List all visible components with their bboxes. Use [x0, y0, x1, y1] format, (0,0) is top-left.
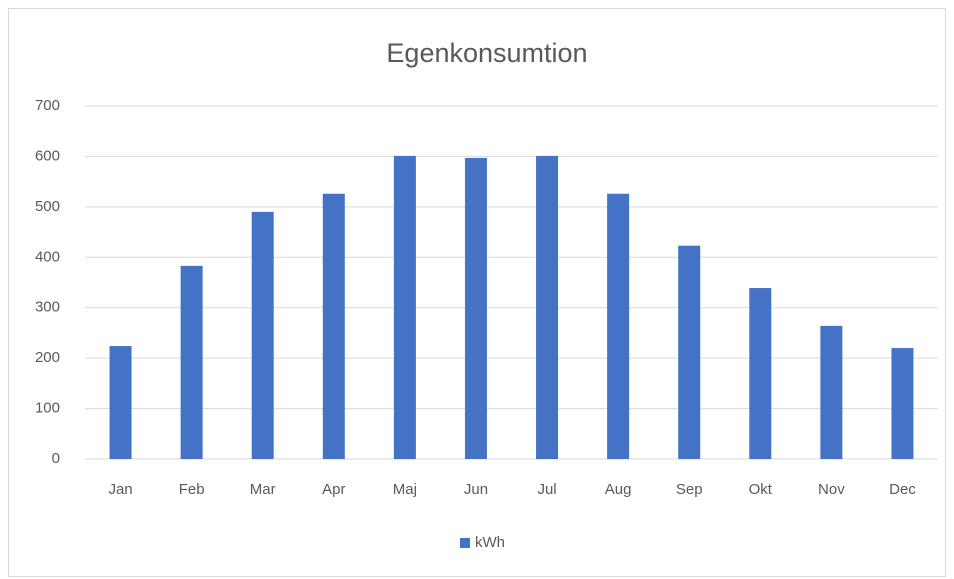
bar	[820, 325, 843, 459]
bar	[464, 157, 487, 460]
x-tick-label: Dec	[889, 481, 916, 498]
legend-swatch	[460, 538, 470, 548]
bar	[322, 193, 345, 459]
bar	[251, 211, 274, 459]
x-tick-label: Jun	[464, 481, 488, 498]
bar	[607, 193, 630, 459]
bar	[180, 265, 203, 459]
y-tick-label: 300	[35, 299, 60, 316]
x-tick-label: Feb	[179, 481, 205, 498]
bar	[109, 346, 132, 459]
bar	[891, 348, 914, 459]
x-tick-label: Sep	[676, 481, 703, 498]
y-tick-label: 500	[35, 198, 60, 215]
x-tick-label: Jan	[108, 481, 132, 498]
chart-title: Egenkonsumtion	[386, 38, 587, 68]
x-tick-label: Mar	[250, 481, 276, 498]
bar	[749, 288, 772, 459]
x-tick-label: Aug	[605, 481, 632, 498]
y-tick-label: 700	[35, 97, 60, 114]
y-tick-label: 0	[52, 450, 60, 467]
x-tick-label: Apr	[322, 481, 345, 498]
y-tick-label: 400	[35, 248, 60, 265]
x-tick-label: Nov	[818, 481, 845, 498]
bar	[536, 155, 559, 459]
bar	[393, 155, 416, 459]
y-tick-label: 600	[35, 147, 60, 164]
y-tick-label: 200	[35, 349, 60, 366]
x-tick-label: Maj	[393, 481, 417, 498]
bar	[678, 245, 701, 459]
x-tick-label: Okt	[749, 481, 773, 498]
x-tick-label: Jul	[537, 481, 556, 498]
legend-label: kWh	[475, 534, 505, 551]
y-tick-label: 100	[35, 400, 60, 417]
